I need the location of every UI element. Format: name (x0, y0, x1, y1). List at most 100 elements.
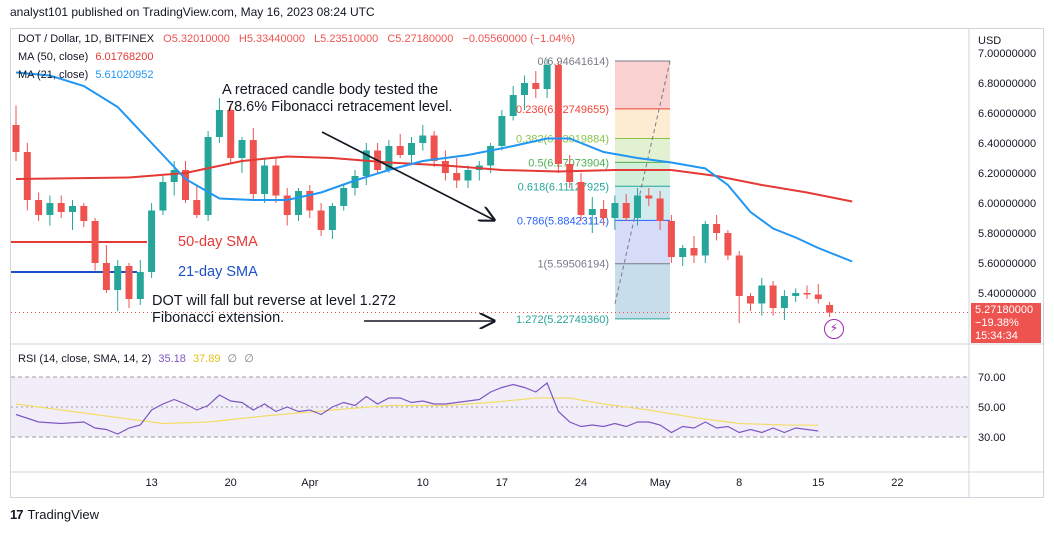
sma50-label: 50-day SMA (178, 234, 258, 250)
candle (634, 196, 641, 219)
candle (544, 65, 551, 89)
candle (487, 146, 494, 166)
candle (679, 248, 686, 257)
time-tick-label: 20 (225, 477, 237, 489)
candle (13, 125, 20, 152)
candle (103, 263, 110, 290)
time-tick-label: 22 (891, 477, 903, 489)
candle (442, 161, 449, 173)
candle (510, 95, 517, 116)
time-tick-label: 10 (417, 477, 429, 489)
candle (724, 233, 731, 256)
candle (713, 224, 720, 233)
price-tick-label: 5.60000000 (978, 258, 1036, 270)
rsi-legend[interactable]: RSI (14, close, SMA, 14, 2) 35.18 37.89 … (18, 352, 254, 365)
ma50-label: MA (50, close) (18, 51, 88, 63)
fib-zone (615, 61, 670, 109)
tradingview-logo-icon: 17 (10, 507, 22, 522)
annotation-extension-line2: Fibonacci extension. (152, 310, 284, 327)
time-tick-label: 15 (812, 477, 824, 489)
candle (227, 110, 234, 158)
candle (193, 200, 200, 215)
candle (578, 182, 585, 215)
time-tick-label: 8 (736, 477, 742, 489)
candle (792, 293, 799, 296)
rsi-band (11, 377, 969, 437)
candle (453, 173, 460, 181)
fib-level-label: 0.236(6.62749655) (516, 104, 609, 116)
candle (781, 296, 788, 308)
rsi-sma-value: 37.89 (193, 353, 221, 365)
current-price-label: 5.27180000 −19.38% 15:34:34 (971, 303, 1041, 343)
rsi-label: RSI (14, close, SMA, 14, 2) (18, 353, 151, 365)
price-tick-label: 7.00000000 (978, 48, 1036, 60)
candle (657, 199, 664, 222)
candle (35, 200, 42, 215)
price-tick-label: 6.80000000 (978, 78, 1036, 90)
candle (758, 286, 765, 304)
footer-brand[interactable]: 17 TradingView (10, 507, 99, 522)
candle (295, 191, 302, 215)
ma21-legend[interactable]: MA (21, close) 5.61020952 (18, 69, 154, 81)
candle (815, 295, 822, 300)
high-value: H5.33440000 (239, 33, 305, 45)
change-value: −0.05560000 (−1.04%) (462, 33, 575, 45)
annotation-extension-line1: DOT will fall but reverse at level 1.272 (152, 293, 396, 310)
rsi-tick-label: 50.00 (978, 402, 1006, 414)
candle (205, 137, 212, 215)
rsi-tick-label: 30.00 (978, 432, 1006, 444)
low-value: L5.23510000 (314, 33, 378, 45)
candle (239, 140, 246, 158)
candle (600, 209, 607, 218)
candle (159, 182, 166, 211)
candle (747, 296, 754, 304)
candle (114, 266, 121, 290)
time-tick-label: 24 (575, 477, 587, 489)
close-value: C5.27180000 (387, 33, 453, 45)
fib-zone (615, 264, 670, 319)
candle (24, 152, 31, 200)
candle (182, 170, 189, 200)
price-tick-label: 6.20000000 (978, 168, 1036, 180)
symbol-label[interactable]: DOT / Dollar, 1D, BITFINEX (18, 33, 154, 45)
ma21-value: 5.61020952 (95, 69, 153, 81)
candle (623, 203, 630, 218)
ma50-legend[interactable]: MA (50, close) 6.01768200 (18, 51, 154, 63)
fib-level-label: 0.786(5.88423114) (517, 215, 609, 227)
price-tick-label: 5.40000000 (978, 288, 1036, 300)
candle (261, 166, 268, 195)
ma21-label: MA (21, close) (18, 69, 88, 81)
candle (589, 209, 596, 215)
candle (645, 196, 652, 199)
candle (419, 136, 426, 144)
alert-bolt-icon[interactable]: ⚡ (824, 319, 844, 339)
candle (318, 211, 325, 231)
fib-zone (615, 220, 670, 263)
price-tick-label: 5.80000000 (978, 228, 1036, 240)
candle (340, 188, 347, 206)
price-axis-unit: USD (978, 35, 1001, 47)
candle (611, 203, 618, 218)
ma50-value: 6.01768200 (95, 51, 153, 63)
candle (329, 206, 336, 230)
candle (46, 203, 53, 215)
price-tick-label: 6.00000000 (978, 198, 1036, 210)
fib-zone (615, 109, 670, 139)
brand-name: TradingView (27, 507, 99, 522)
empty-set-icon: ∅ (244, 353, 254, 365)
candle (250, 140, 257, 194)
candle (736, 256, 743, 297)
time-tick-label: 13 (145, 477, 157, 489)
price-tick-label: 6.40000000 (978, 138, 1036, 150)
candle (171, 170, 178, 182)
annotation-retrace-line1: A retraced candle body tested the (222, 82, 438, 99)
candle (408, 143, 415, 155)
candle (92, 221, 99, 263)
fib-level-label: 1(5.59506194) (537, 259, 609, 271)
time-tick-label: Apr (301, 477, 318, 489)
candle (702, 224, 709, 256)
open-value: O5.32010000 (163, 33, 230, 45)
fib-level-label: 1.272(5.22749360) (516, 314, 609, 326)
candle (69, 206, 76, 212)
